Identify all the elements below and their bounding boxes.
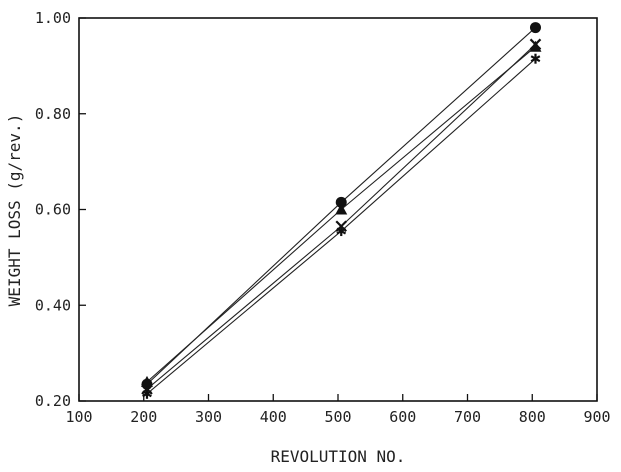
x-tick-label: 600 bbox=[389, 408, 416, 426]
data-point-x bbox=[529, 38, 542, 51]
x-axis-title: REVOLUTION NO. bbox=[271, 447, 406, 466]
y-axis-title: WEIGHT LOSS (g/rev.) bbox=[5, 114, 24, 307]
x-axis: 100 200 300 400 500 600 700 800 900 bbox=[65, 394, 611, 426]
x-tick-label: 800 bbox=[519, 408, 546, 426]
data-point-asterisk bbox=[530, 53, 541, 64]
data-point-circle bbox=[335, 196, 347, 208]
y-tick-label: 0.80 bbox=[35, 105, 71, 123]
x-tick-label: 500 bbox=[324, 408, 351, 426]
x-tick-label: 200 bbox=[130, 408, 157, 426]
y-tick-label: 0.20 bbox=[35, 392, 71, 410]
y-axis: 0.20 0.40 0.60 0.80 1.00 bbox=[35, 9, 86, 410]
data-point-circle bbox=[529, 22, 541, 34]
data-point-triangle bbox=[529, 40, 542, 52]
x-tick-label: 300 bbox=[195, 408, 222, 426]
data-point-asterisk bbox=[142, 388, 152, 399]
x-tick-label: 100 bbox=[65, 408, 92, 426]
data-point-triangle bbox=[140, 375, 153, 387]
x-tick-label: 700 bbox=[454, 408, 481, 426]
x-tick-label: 900 bbox=[583, 408, 610, 426]
x-tick-label: 400 bbox=[260, 408, 287, 426]
data-point-triangle bbox=[335, 203, 348, 215]
series-layer bbox=[140, 22, 542, 399]
data-point-asterisk bbox=[336, 226, 347, 237]
y-tick-label: 1.00 bbox=[35, 9, 71, 27]
y-tick-label: 0.60 bbox=[35, 201, 71, 219]
y-tick-label: 0.40 bbox=[35, 296, 71, 314]
